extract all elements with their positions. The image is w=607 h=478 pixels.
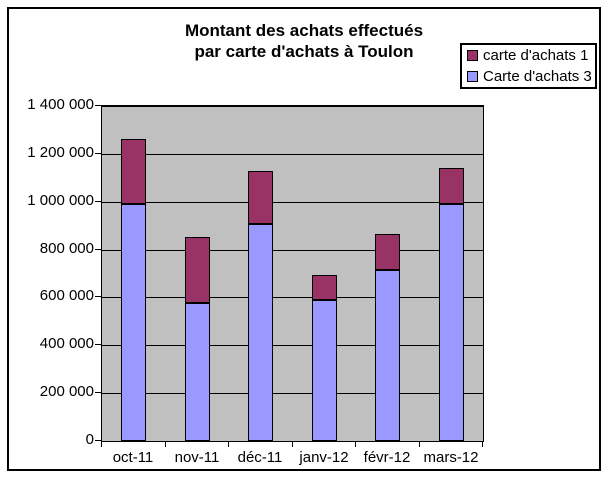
y-axis-tick	[95, 249, 102, 250]
y-axis-tick	[95, 392, 102, 393]
x-tick-label: janv-12	[299, 449, 349, 466]
chart-title: Montant des achats effectués par carte d…	[7, 20, 601, 62]
x-axis-tick	[482, 441, 483, 447]
y-axis-tick	[95, 105, 102, 106]
bar-segment	[121, 204, 146, 441]
plot-area	[101, 105, 484, 442]
bar-segment	[185, 303, 210, 441]
x-tick-label: déc-11	[237, 449, 283, 466]
bar-segment	[312, 275, 337, 300]
h-gridline	[102, 106, 483, 107]
y-tick-label: 400 000	[39, 335, 94, 352]
bar-segment	[248, 224, 273, 441]
y-tick-label: 1 000 000	[27, 192, 94, 209]
y-tick-label: 1 200 000	[27, 144, 94, 161]
bar-segment	[439, 204, 464, 441]
x-axis-tick	[228, 441, 229, 447]
x-tick-label: oct-11	[112, 449, 154, 466]
legend-swatch-carte-1-icon	[467, 50, 478, 61]
x-axis-tick	[419, 441, 420, 447]
y-tick-label: 1 400 000	[27, 96, 94, 113]
bar-segment	[121, 139, 146, 204]
x-tick-label: mars-12	[423, 449, 479, 466]
y-tick-label: 200 000	[39, 383, 94, 400]
h-gridline	[102, 297, 483, 298]
y-tick-label: 800 000	[39, 240, 94, 257]
y-tick-label: 600 000	[39, 287, 94, 304]
legend-swatch-carte-3-icon	[467, 71, 478, 82]
bar-segment	[312, 300, 337, 441]
y-axis-tick	[95, 153, 102, 154]
x-tick-label: nov-11	[174, 449, 220, 466]
h-gridline	[102, 154, 483, 155]
x-axis-tick	[101, 441, 102, 447]
bar-segment	[375, 234, 400, 270]
h-gridline	[102, 345, 483, 346]
chart-title-line2: par carte d'achats à Toulon	[194, 42, 414, 61]
h-gridline	[102, 202, 483, 203]
x-axis-tick	[355, 441, 356, 447]
y-axis-tick	[95, 344, 102, 345]
x-tick-label: févr-12	[363, 449, 411, 466]
bar-segment	[248, 171, 273, 224]
legend: carte d'achats 1 Carte d'achats 3	[460, 43, 597, 89]
legend-item-carte-3: Carte d'achats 3	[467, 68, 595, 86]
legend-label-carte-1: carte d'achats 1	[483, 47, 589, 64]
legend-label-carte-3: Carte d'achats 3	[483, 68, 592, 85]
x-axis-tick	[292, 441, 293, 447]
y-axis-tick	[95, 296, 102, 297]
legend-item-carte-1: carte d'achats 1	[467, 47, 595, 65]
y-tick-label: 0	[85, 431, 94, 448]
h-gridline	[102, 393, 483, 394]
x-axis-tick	[165, 441, 166, 447]
chart-title-line1: Montant des achats effectués	[184, 21, 424, 40]
bar-segment	[185, 237, 210, 303]
y-axis-tick	[95, 201, 102, 202]
y-axis-tick	[95, 440, 102, 441]
bar-segment	[439, 168, 464, 204]
h-gridline	[102, 250, 483, 251]
bar-segment	[375, 270, 400, 441]
